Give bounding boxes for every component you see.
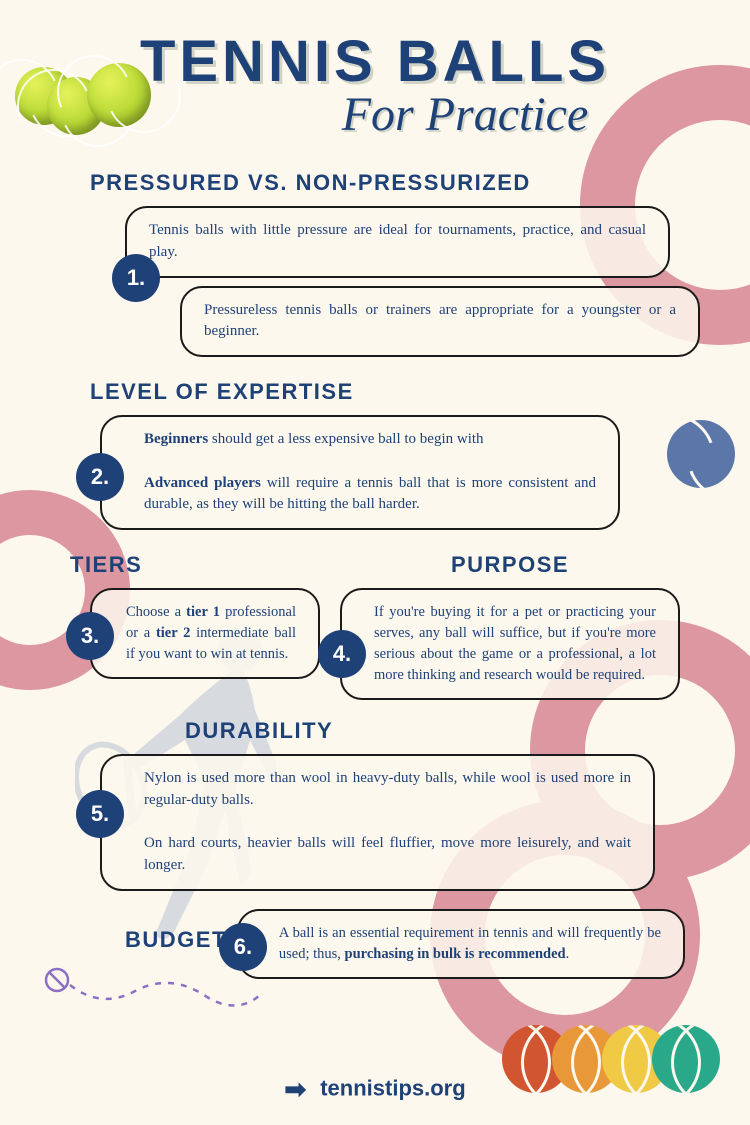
header: TENNIS BALLS For Practice xyxy=(0,28,750,142)
badge-6: 6. xyxy=(219,923,267,971)
section-5-box: Nylon is used more than wool in heavy-du… xyxy=(100,754,655,891)
content: PRESSURED VS. NON-PRESSURIZED Tennis bal… xyxy=(0,170,750,979)
section-6-title: BUDGET xyxy=(125,909,227,953)
section-1-box-a: Tennis balls with little pressure are id… xyxy=(125,206,670,278)
section-4: PURPOSE If you're buying it for a pet or… xyxy=(340,552,680,700)
section-4-box: If you're buying it for a pet or practic… xyxy=(340,588,680,700)
section-1-title: PRESSURED VS. NON-PRESSURIZED xyxy=(90,170,680,196)
badge-4: 4. xyxy=(318,630,366,678)
section-1-box-b: Pressureless tennis balls or trainers ar… xyxy=(180,286,700,358)
section-1: PRESSURED VS. NON-PRESSURIZED Tennis bal… xyxy=(90,170,680,357)
section-6-box: A ball is an essential requirement in te… xyxy=(237,909,685,979)
page-subtitle: For Practice xyxy=(342,87,589,142)
badge-2: 2. xyxy=(76,453,124,501)
section-2-title: LEVEL OF EXPERTISE xyxy=(90,379,680,405)
arrow-icon: ➡ xyxy=(284,1074,306,1105)
section-3: TIERS Choose a tier 1 professional or a … xyxy=(90,552,320,700)
section-5-title: DURABILITY xyxy=(185,718,680,744)
footer-url: tennistips.org xyxy=(320,1075,465,1100)
badge-3: 3. xyxy=(66,612,114,660)
badge-5: 5. xyxy=(76,790,124,838)
section-2-box: Beginners should get a less expensive ba… xyxy=(100,415,620,530)
footer: ➡ tennistips.org xyxy=(0,1074,750,1105)
section-3-title: TIERS xyxy=(70,552,320,578)
section-4-title: PURPOSE xyxy=(340,552,680,578)
section-3-box: Choose a tier 1 professional or a tier 2… xyxy=(90,588,320,679)
badge-1: 1. xyxy=(112,254,160,302)
doodle-trail xyxy=(42,965,262,1020)
page-title: TENNIS BALLS xyxy=(0,28,750,95)
row-tiers-purpose: TIERS Choose a tier 1 professional or a … xyxy=(90,552,680,700)
section-5: DURABILITY Nylon is used more than wool … xyxy=(90,718,680,891)
section-2: LEVEL OF EXPERTISE Beginners should get … xyxy=(90,379,680,530)
